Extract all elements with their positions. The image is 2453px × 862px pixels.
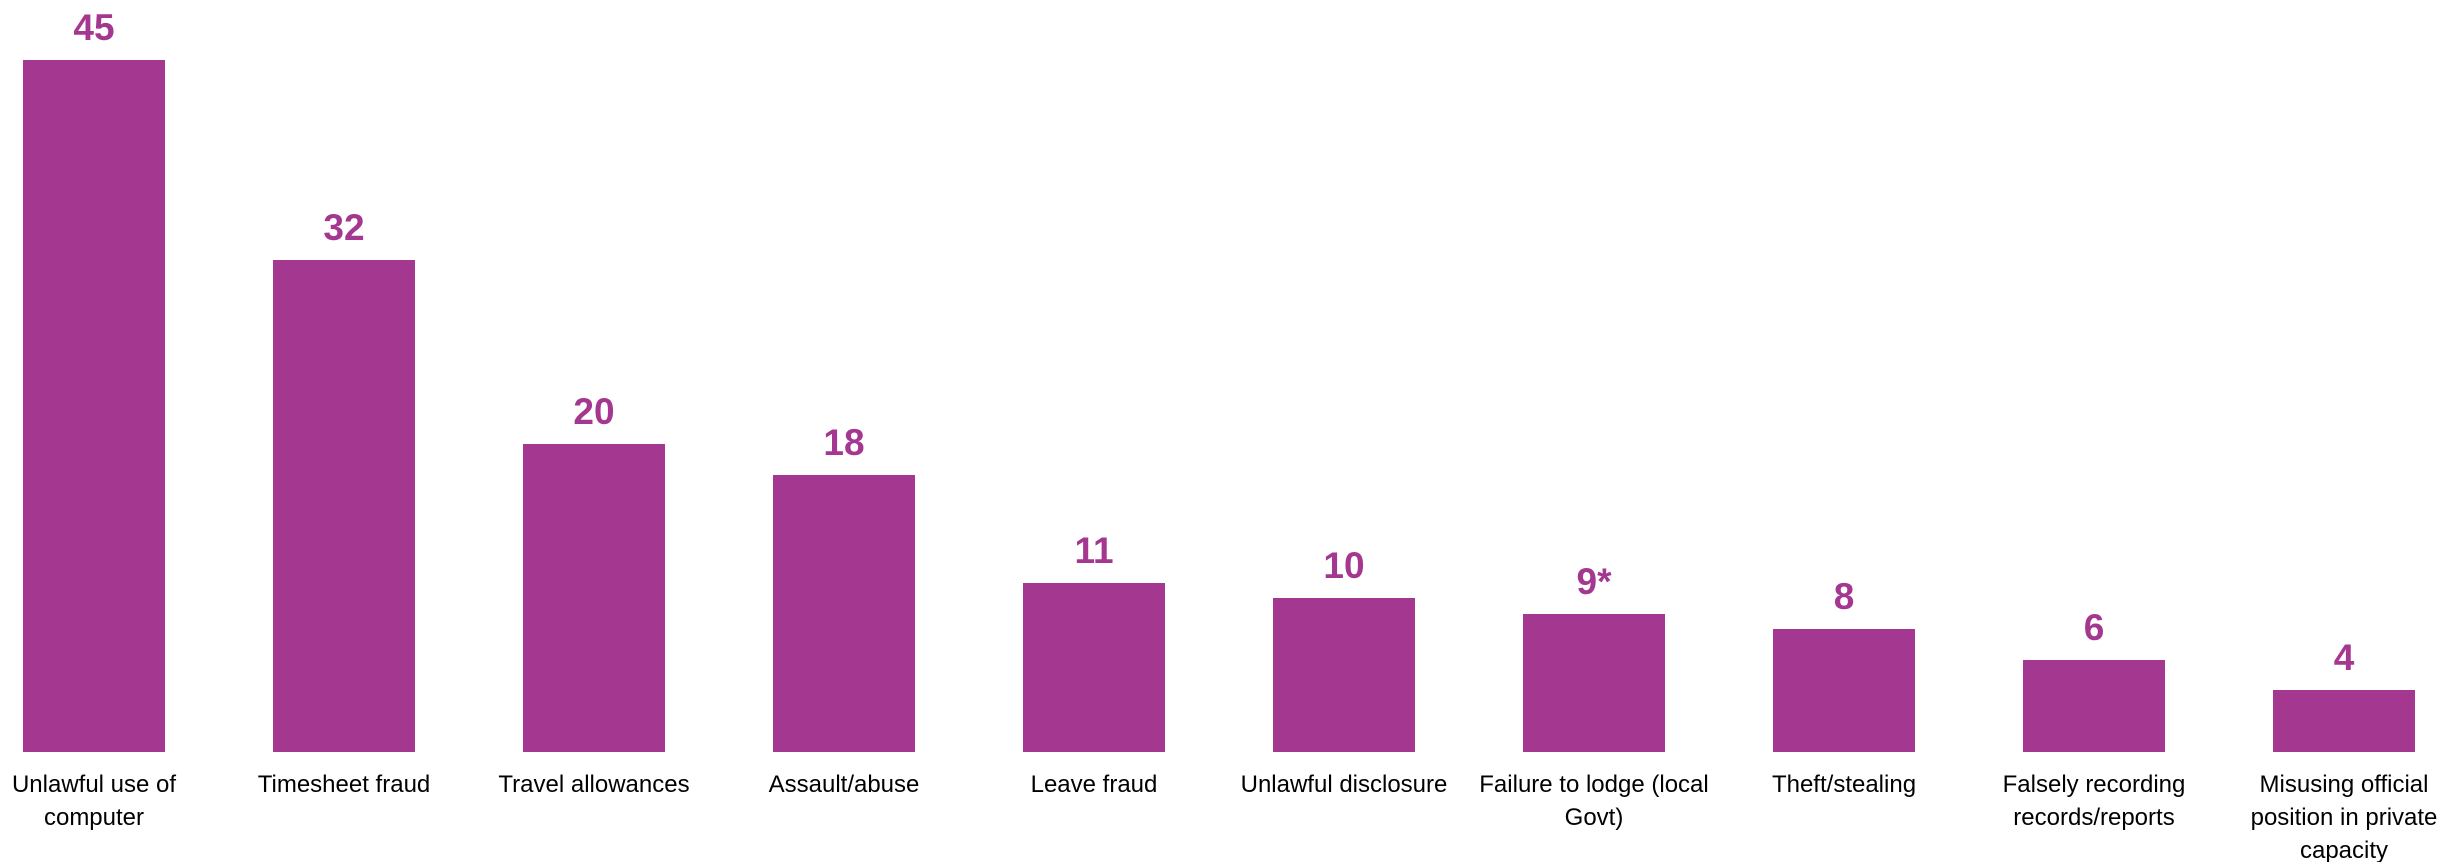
bar xyxy=(1273,598,1415,752)
bar xyxy=(273,259,415,752)
bar xyxy=(2023,659,2165,752)
x-tick-label: Assault/abuse xyxy=(768,771,920,798)
value-label: 11 xyxy=(1074,529,1114,571)
value-label: 6 xyxy=(2083,606,2105,648)
value-label: 45 xyxy=(73,7,115,48)
value-label: 32 xyxy=(323,206,365,248)
bar xyxy=(2273,690,2415,752)
value-label: 10 xyxy=(1323,545,1365,587)
bar xyxy=(1773,628,1915,752)
bar xyxy=(1523,613,1665,752)
x-tick-label: Failure to lodge (local Govt) xyxy=(1479,771,1709,831)
x-tick-label: Timesheet fraud xyxy=(257,771,431,798)
x-tick-label: Theft/stealing xyxy=(1771,771,1917,798)
x-tick-label: Travel allowances xyxy=(498,771,690,798)
bar xyxy=(523,444,665,752)
value-label: 20 xyxy=(573,391,615,433)
x-tick-label: Misusing official position in private ca… xyxy=(2250,771,2438,862)
x-tick-label: Unlawful use of computer xyxy=(11,771,177,831)
bar xyxy=(773,475,915,752)
x-tick-label: Unlawful disclosure xyxy=(1240,771,1448,798)
x-tick-label: Leave fraud xyxy=(1030,771,1158,798)
x-tick-label: Falsely recording records/reports xyxy=(2002,771,2186,831)
value-label: 18 xyxy=(823,422,865,464)
value-label: 8 xyxy=(1833,575,1855,617)
value-label: 9* xyxy=(1576,560,1612,602)
value-label: 4 xyxy=(2333,637,2355,679)
bar xyxy=(23,60,165,752)
bar xyxy=(1023,582,1165,752)
